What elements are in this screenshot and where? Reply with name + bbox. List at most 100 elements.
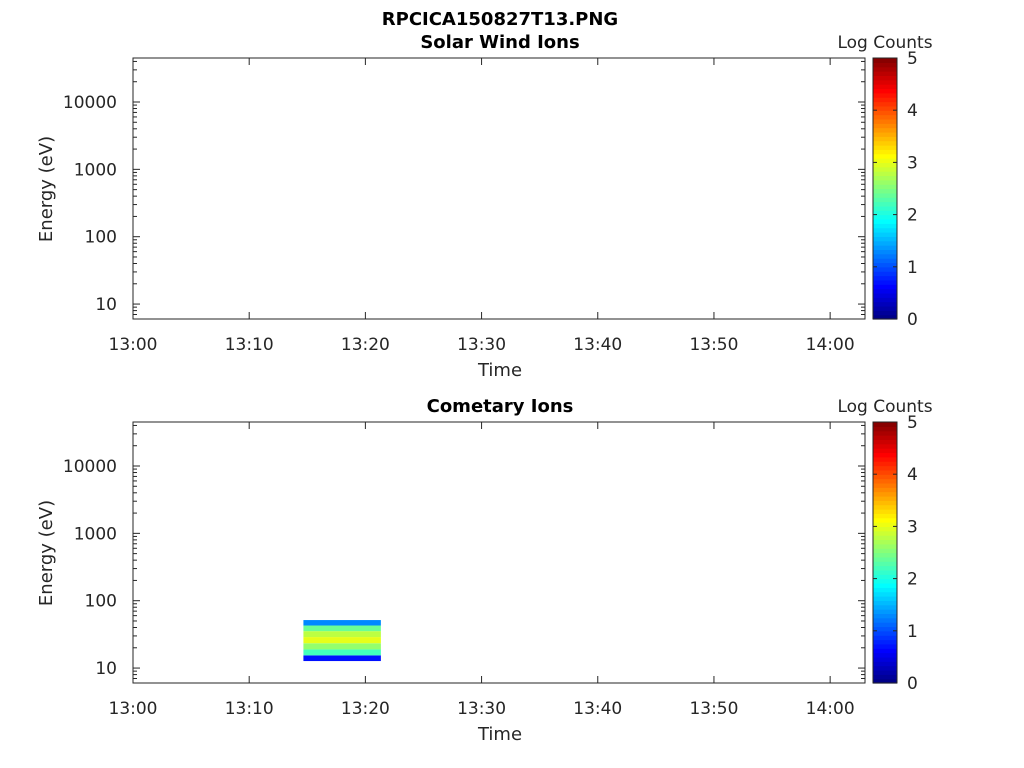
colorbar-segment xyxy=(873,552,897,558)
colorbar-tick-label: 3 xyxy=(907,517,918,537)
colorbar-segment xyxy=(873,118,897,124)
colorbar-segment xyxy=(873,478,897,484)
colorbar-segment xyxy=(873,145,897,150)
colorbar-segment xyxy=(873,422,897,427)
colorbar-segment xyxy=(873,548,897,554)
x-tick-label: 13:10 xyxy=(225,335,274,355)
colorbar-label: Log Counts xyxy=(837,397,932,417)
colorbar-segment xyxy=(873,630,897,636)
y-tick-label: 1000 xyxy=(74,524,117,544)
colorbar-segment xyxy=(873,669,897,675)
colorbar-tick-label: 4 xyxy=(907,465,918,485)
colorbar-segment xyxy=(873,530,897,536)
colorbar-segment xyxy=(873,661,897,667)
colorbar-segment xyxy=(873,79,897,85)
colorbar-segment xyxy=(873,149,897,155)
x-tick-label: 13:20 xyxy=(341,699,390,719)
y-axis-label: Energy (eV) xyxy=(36,136,57,242)
colorbar-segment xyxy=(873,443,897,449)
colorbar-segment xyxy=(873,609,897,614)
colorbar-segment xyxy=(873,66,897,72)
colorbar-segment xyxy=(873,123,897,129)
x-tick-label: 13:20 xyxy=(341,335,390,355)
colorbar-segment xyxy=(873,500,897,506)
colorbar-segment xyxy=(873,509,897,514)
colorbar-segment xyxy=(873,543,897,549)
colorbar-segment xyxy=(873,487,897,493)
colorbar-segment xyxy=(873,75,897,81)
heatmap-cell xyxy=(303,655,381,662)
y-tick-label: 10000 xyxy=(63,457,117,477)
axes-frame xyxy=(132,57,866,320)
figure-title: RPCICA150827T13.PNG xyxy=(382,9,618,30)
colorbar-segment xyxy=(873,461,897,467)
colorbar-segment xyxy=(873,626,897,632)
colorbar-segment xyxy=(873,591,897,597)
x-tick-label: 13:10 xyxy=(225,699,274,719)
colorbar-segment xyxy=(873,218,897,224)
x-tick-label: 13:00 xyxy=(109,699,158,719)
colorbar-segment xyxy=(873,495,897,501)
y-tick-label: 100 xyxy=(85,228,117,248)
colorbar-segment xyxy=(873,604,897,610)
colorbar-segment xyxy=(873,188,897,194)
heatmap-cell xyxy=(303,625,381,632)
plot-area: 13:00 13:10 13:20 13:30 13:40 13:50 14:0010100… xyxy=(63,49,918,355)
colorbar-segment xyxy=(873,314,897,320)
colorbar-segment xyxy=(873,301,897,307)
colorbar-segment xyxy=(873,131,897,137)
y-tick-label: 10 xyxy=(95,295,117,315)
colorbar-segment xyxy=(873,448,897,454)
y-axis-label: Energy (eV) xyxy=(36,500,57,606)
colorbar-segment xyxy=(873,249,897,255)
x-tick-label: 13:30 xyxy=(457,335,506,355)
colorbar-segment xyxy=(873,262,897,268)
colorbar-segment xyxy=(873,517,897,523)
colorbar-segment xyxy=(873,136,897,142)
colorbar-segment xyxy=(873,288,897,294)
colorbar-segment xyxy=(873,245,897,250)
colorbar-segment xyxy=(873,656,897,662)
colorbar-tick-label: 0 xyxy=(907,310,918,330)
colorbar-segment xyxy=(873,253,897,259)
colorbar-segment xyxy=(873,310,897,316)
x-tick-label: 13:40 xyxy=(573,335,622,355)
colorbar-segment xyxy=(873,162,897,168)
panel-title: Cometary Ions xyxy=(427,396,574,417)
colorbar-segment xyxy=(873,275,897,281)
colorbar-frame xyxy=(872,421,898,684)
panel-solar-wind: Solar Wind Ions Energy (eV) Time Log Cou… xyxy=(36,32,933,381)
colorbar-segment xyxy=(873,430,897,436)
x-tick-label: 13:50 xyxy=(689,335,738,355)
colorbar-segment xyxy=(873,127,897,133)
x-tick-label: 13:30 xyxy=(457,699,506,719)
colorbar-segment xyxy=(873,600,897,606)
colorbar-segment xyxy=(873,232,897,237)
colorbar-tick-label: 0 xyxy=(907,674,918,694)
x-tick-label: 14:00 xyxy=(806,335,855,355)
colorbar-segment xyxy=(873,240,897,246)
colorbar-segment xyxy=(873,569,897,575)
colorbar-segment xyxy=(873,535,897,541)
colorbar-segment xyxy=(873,474,897,480)
heatmap-cell xyxy=(303,649,381,656)
colorbar-segment xyxy=(873,210,897,216)
colorbar-segment xyxy=(873,105,897,111)
colorbar-segment xyxy=(873,582,897,588)
heatmap-cell xyxy=(303,643,381,650)
colorbar-tick-label: 2 xyxy=(907,570,918,590)
colorbar-segment xyxy=(873,639,897,645)
colorbar-segment xyxy=(873,482,897,488)
colorbar-segment xyxy=(873,617,897,623)
colorbar-segment xyxy=(873,426,897,432)
colorbar-segment xyxy=(873,292,897,298)
colorbar-segment xyxy=(873,110,897,116)
heatmap-cell xyxy=(303,620,381,626)
colorbar-segment xyxy=(873,88,897,94)
colorbar-segment xyxy=(873,223,897,229)
x-tick-label: 13:50 xyxy=(689,699,738,719)
panel-cometary: Cometary Ions Energy (eV) Time Log Count… xyxy=(36,396,933,745)
colorbar-segment xyxy=(873,648,897,654)
colorbar-segment xyxy=(873,153,897,159)
colorbar-segment xyxy=(873,271,897,277)
